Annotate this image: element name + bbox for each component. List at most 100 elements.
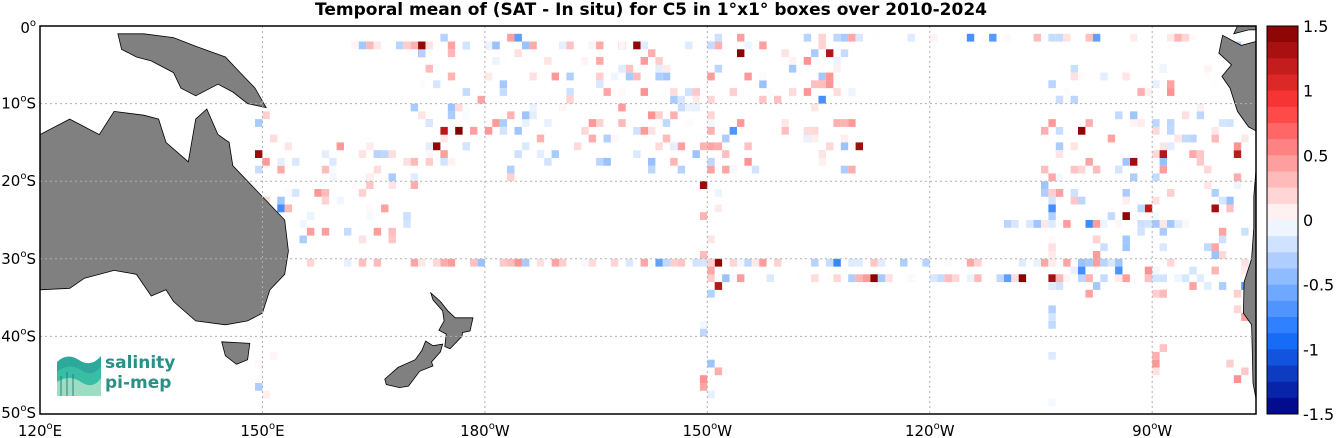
- data-cell: [1233, 289, 1242, 298]
- data-cell: [1204, 64, 1212, 73]
- data-cell: [544, 57, 552, 65]
- data-cell: [1181, 220, 1190, 228]
- data-cell: [707, 274, 715, 283]
- data-cell: [1144, 274, 1153, 283]
- data-cell: [670, 258, 678, 267]
- data-cell: [707, 119, 715, 127]
- logo-line1: salinity: [105, 353, 176, 373]
- data-cell: [811, 103, 819, 112]
- data-cell: [1063, 88, 1071, 96]
- data-cell: [462, 142, 470, 151]
- data-cell: [588, 119, 597, 127]
- data-cell: [299, 220, 307, 228]
- data-cell: [1196, 111, 1205, 120]
- data-cell: [803, 126, 812, 135]
- data-cell: [306, 212, 315, 220]
- data-cell: [284, 189, 293, 197]
- data-cell: [1167, 80, 1175, 89]
- data-cell: [640, 88, 648, 96]
- data-cell: [1100, 220, 1108, 228]
- colorbar-tick-label: 1.5: [1303, 17, 1328, 36]
- data-cell: [685, 103, 693, 112]
- data-cell: [1196, 150, 1205, 158]
- data-cell: [944, 258, 952, 267]
- data-cell: [714, 142, 723, 151]
- data-cell: [699, 320, 708, 329]
- data-cell: [729, 88, 737, 96]
- data-cell: [907, 33, 915, 42]
- data-cell: [1107, 212, 1116, 220]
- data-cell: [833, 88, 841, 96]
- data-cell: [603, 157, 611, 166]
- data-cell: [1204, 282, 1212, 290]
- data-cell: [1181, 134, 1190, 143]
- data-cell: [1137, 204, 1145, 213]
- data-cell: [826, 80, 834, 89]
- data-cell: [366, 181, 374, 189]
- data-cell: [1241, 189, 1249, 197]
- data-cell: [1055, 220, 1064, 228]
- data-cell: [395, 41, 404, 50]
- data-cell: [1241, 258, 1249, 267]
- data-cell: [818, 150, 826, 158]
- data-cell: [351, 181, 359, 189]
- data-cell: [900, 258, 908, 267]
- salinity-pi-mep-logo: salinity pi-mep: [55, 352, 195, 400]
- data-cell: [321, 196, 330, 205]
- data-cell: [403, 212, 411, 220]
- degree-mark: o: [47, 421, 53, 432]
- data-cell: [1085, 289, 1093, 298]
- data-cell: [373, 150, 382, 158]
- data-cell: [699, 181, 708, 189]
- colorbar-tick-label: -0.5: [1303, 276, 1334, 295]
- data-cell: [403, 157, 411, 166]
- data-cell: [1152, 126, 1160, 135]
- data-cell: [329, 165, 337, 174]
- data-cell: [344, 258, 352, 267]
- data-cell: [670, 111, 678, 120]
- data-cell: [492, 258, 500, 267]
- hemisphere-mark: S: [26, 404, 36, 422]
- data-cell: [507, 258, 515, 267]
- data-cell: [1167, 189, 1175, 197]
- new-guinea-land: [117, 33, 267, 109]
- degree-mark: o: [711, 421, 717, 432]
- data-cell: [255, 359, 263, 368]
- y-tick-label: 20oS: [1, 171, 36, 190]
- data-cell: [714, 204, 723, 213]
- south-america-north-land: [1218, 34, 1257, 132]
- data-cell: [1233, 375, 1242, 383]
- data-cell: [1122, 235, 1130, 244]
- data-cell: [484, 72, 493, 81]
- data-cell: [1218, 196, 1227, 205]
- data-cell: [826, 142, 834, 151]
- colorbar-tick-label: -1.5: [1303, 405, 1334, 424]
- data-cell: [803, 57, 812, 65]
- colorbar-swatch: [1267, 300, 1298, 318]
- data-cell: [707, 95, 715, 104]
- data-cell: [440, 134, 448, 143]
- map-frame: [39, 25, 1257, 415]
- data-cell: [1144, 88, 1153, 96]
- data-cell: [1211, 80, 1219, 89]
- data-cell: [840, 165, 849, 174]
- data-cell: [477, 95, 485, 104]
- data-cell: [1218, 251, 1227, 259]
- colorbar-swatch: [1267, 187, 1298, 205]
- data-cell: [1041, 134, 1049, 143]
- data-cell: [699, 142, 708, 151]
- data-cell: [625, 64, 634, 73]
- data-cell: [648, 111, 656, 120]
- degree-mark: o: [20, 171, 26, 182]
- data-cell: [559, 258, 567, 267]
- data-cell: [1122, 72, 1130, 81]
- data-cell: [692, 95, 700, 104]
- data-cell: [707, 157, 715, 166]
- data-cell: [1100, 258, 1108, 267]
- data-cell: [255, 165, 263, 174]
- data-cell: [699, 375, 708, 383]
- data-cell: [966, 258, 975, 267]
- data-cell: [1100, 274, 1108, 283]
- data-cell: [1152, 274, 1160, 283]
- data-cell: [803, 88, 812, 96]
